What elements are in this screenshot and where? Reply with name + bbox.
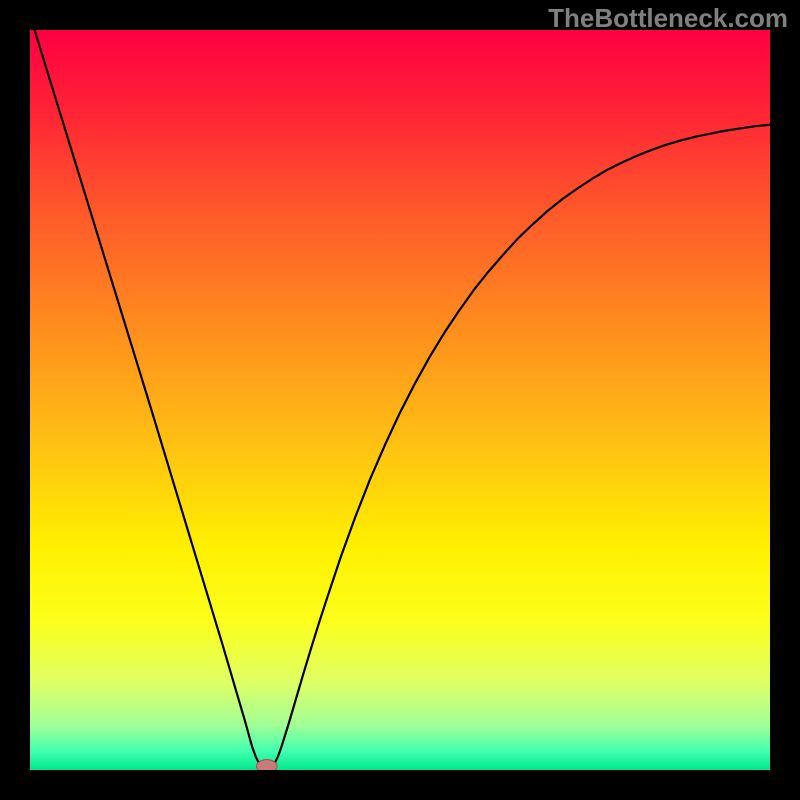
plot-area <box>30 30 770 770</box>
chart-svg <box>30 30 770 770</box>
watermark-text: TheBottleneck.com <box>548 3 788 34</box>
chart-container: TheBottleneck.com <box>0 0 800 800</box>
optimal-point-marker <box>256 760 277 770</box>
